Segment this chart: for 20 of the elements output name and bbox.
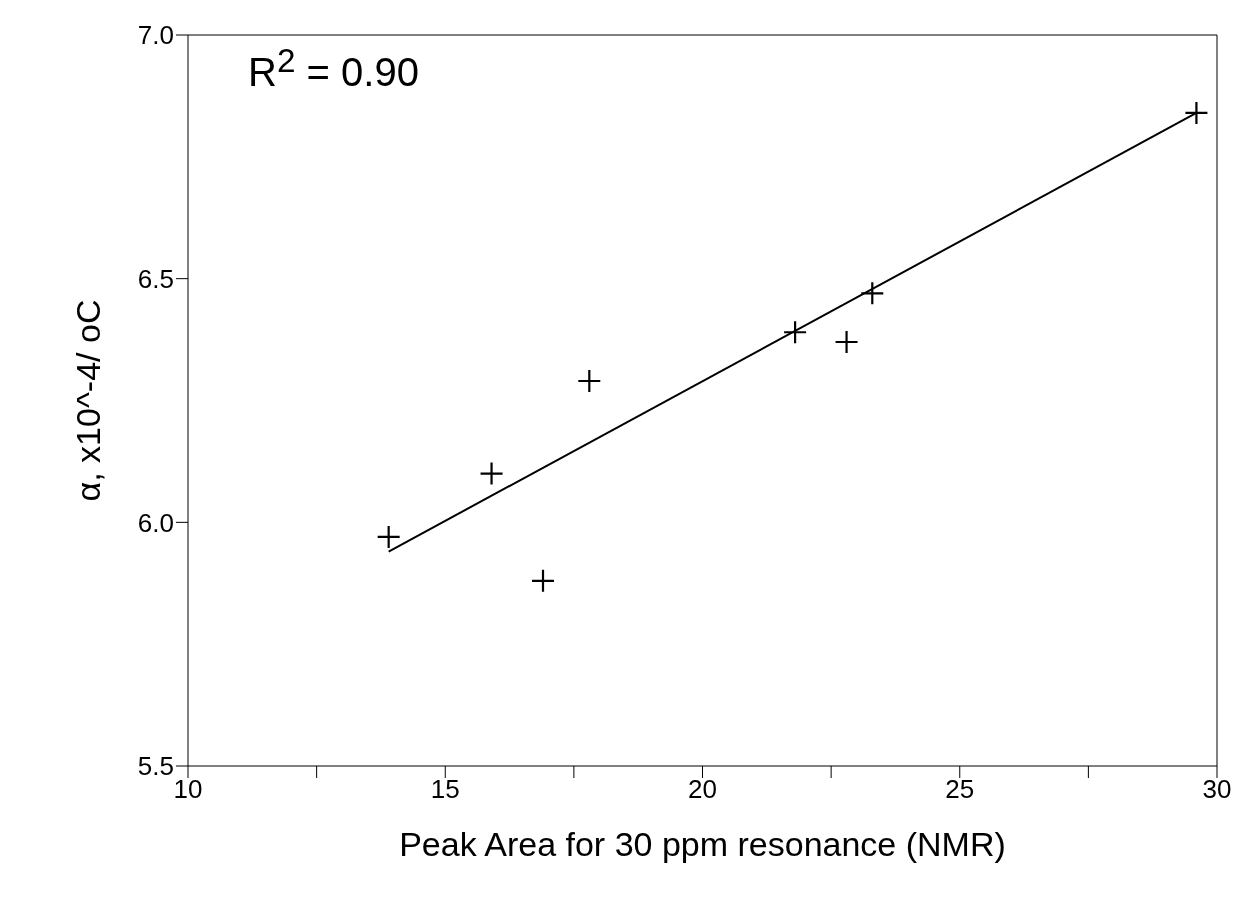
y-tick-label: 5.5 [137,751,174,782]
point [835,331,858,354]
point [578,370,601,393]
x-tick-label: 30 [1202,774,1232,805]
point [784,321,807,344]
y-tick-label: 7.0 [137,20,174,51]
point [861,282,884,305]
point [480,462,503,485]
x-tick-label: 15 [430,774,460,805]
y-axis-title: α, x10^-4/ oC [69,299,108,502]
x-tick-label: 25 [945,774,975,805]
y-tick-label: 6.5 [137,263,174,294]
x-tick-label: 20 [688,774,717,805]
point [532,569,554,592]
annotation: R$^{2}$ = 0.90 [248,42,419,95]
x-tick-label: 10 [173,774,203,805]
y-tick-label: 6.0 [137,507,174,538]
point [1185,101,1208,124]
point [377,525,400,548]
x-axis-title: Peak Area for 30 ppm resonance (NMR) [399,825,1006,863]
